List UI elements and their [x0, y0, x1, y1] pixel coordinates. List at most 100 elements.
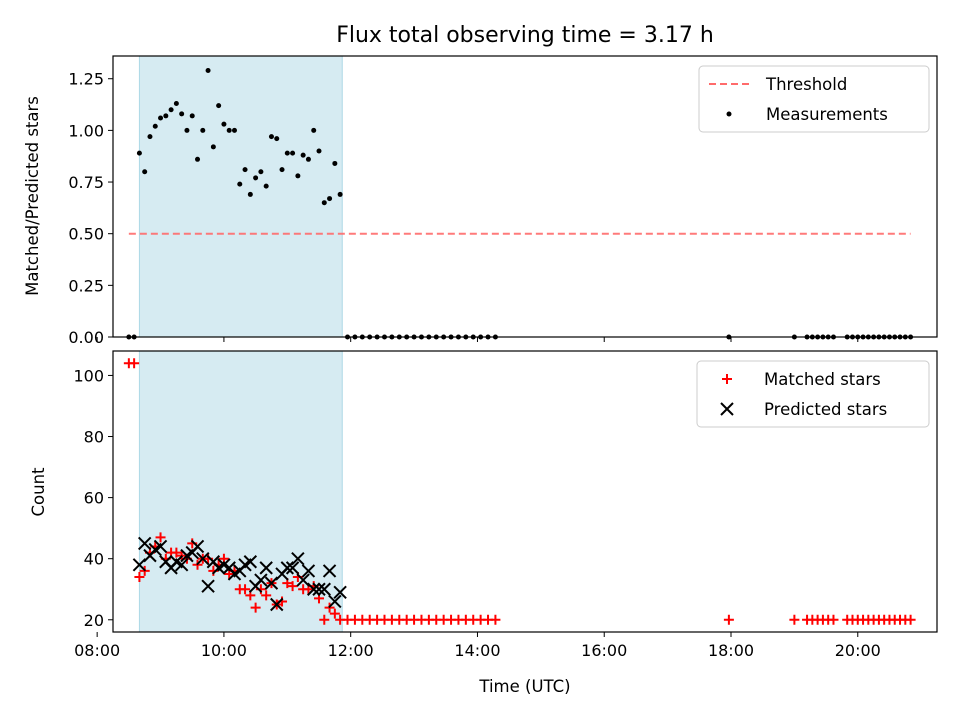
predicted-point	[190, 539, 205, 554]
predicted-point	[307, 582, 321, 596]
ratio-panel: 0.00 0.25 0.50 0.75 1.00 1.25 Threshold Measure…	[68, 55, 938, 347]
legend-box	[696, 360, 930, 428]
x-tick-label: 16:00	[581, 641, 627, 660]
measurement-point	[231, 127, 237, 133]
predicted-point	[153, 539, 168, 554]
matched-point	[789, 614, 800, 625]
legend-measurement-swatch	[726, 111, 732, 117]
matched-point	[129, 358, 140, 369]
measurement-point	[147, 134, 153, 140]
measurement-point	[263, 183, 269, 189]
measurement-point	[337, 191, 343, 197]
predicted-point	[291, 551, 305, 566]
matched-point	[171, 547, 182, 558]
measurement-point	[242, 167, 248, 173]
measurement-point	[279, 167, 285, 173]
predicted-point	[174, 558, 189, 572]
y-tick-label: 1.00	[68, 121, 104, 140]
count-panel: 08:00 10:00 12:00 14:00 16:00 18:00 20:00 20 40 6…	[73, 350, 938, 660]
axes-frame	[112, 55, 938, 338]
y-tick-label: 0.50	[68, 225, 104, 244]
matched-point	[155, 532, 166, 543]
predicted-point	[137, 536, 152, 551]
measurement-point	[210, 144, 216, 150]
predicted-point	[259, 561, 273, 575]
legend-box	[698, 65, 930, 133]
measurement-point	[158, 115, 164, 121]
measurement-point	[142, 169, 148, 175]
measurement-point	[321, 200, 327, 206]
series-predicted-stars	[132, 536, 347, 612]
y-tick-label: 80	[84, 428, 104, 447]
legend-label: Threshold	[765, 75, 847, 94]
measurement-point	[274, 136, 280, 142]
measurement-point	[268, 134, 274, 140]
legend-predicted-swatch	[720, 402, 734, 416]
matched-point	[240, 584, 251, 595]
measurement-point	[205, 67, 211, 73]
matched-point	[828, 614, 839, 625]
measurement-point	[332, 160, 338, 166]
y-tick-label: 0.75	[68, 173, 104, 192]
measurement-point	[284, 150, 290, 156]
count-y-axis-label: Count	[29, 467, 48, 517]
y-tick-label: 1.25	[68, 70, 104, 89]
predicted-point	[201, 579, 215, 593]
measurement-point	[179, 111, 185, 117]
matched-point	[723, 614, 734, 625]
predicted-point	[312, 582, 326, 596]
measurement-point	[200, 127, 206, 133]
matched-point	[490, 614, 501, 625]
y-tick-label: 40	[84, 550, 104, 569]
measurement-point	[216, 103, 222, 109]
predicted-point	[322, 564, 337, 578]
matched-point	[287, 581, 298, 592]
legend-label: Matched stars	[764, 370, 881, 389]
predicted-point	[243, 555, 258, 569]
x-tick-label: 08:00	[74, 641, 120, 660]
measurement-point	[290, 150, 296, 156]
measurement-point	[258, 169, 264, 175]
measurement-point	[305, 156, 311, 162]
measurement-point	[152, 123, 158, 129]
measurement-point	[163, 113, 169, 119]
predicted-point	[270, 597, 284, 612]
predicted-point	[328, 594, 342, 609]
matched-point	[134, 572, 145, 583]
measurement-point	[253, 175, 259, 181]
x-tick-label: 20:00	[835, 641, 881, 660]
matched-point	[261, 590, 272, 601]
matched-point	[250, 602, 261, 613]
y-tick-label: 20	[84, 611, 104, 630]
predicted-point	[196, 551, 210, 566]
measurement-point	[300, 152, 306, 158]
measurement-point	[136, 150, 142, 156]
x-axis-label: Time (UTC)	[478, 677, 570, 696]
x-tick-label: 18:00	[708, 641, 754, 660]
legend-label: Predicted stars	[764, 400, 887, 419]
measurement-point	[173, 101, 179, 107]
y-tick-label: 0.25	[68, 276, 104, 295]
measurement-point	[195, 156, 201, 162]
y-tick-label: 60	[84, 489, 104, 508]
legend: Threshold Measurements	[698, 65, 930, 133]
matched-point	[905, 614, 916, 625]
x-tick-label: 12:00	[328, 641, 374, 660]
y-tick-label: 100	[73, 366, 104, 385]
predicted-point	[333, 585, 347, 600]
measurement-point	[316, 148, 322, 154]
predicted-point	[254, 573, 268, 587]
measurement-point	[226, 127, 232, 133]
legend: Matched stars Predicted stars	[696, 360, 930, 428]
predicted-point	[285, 561, 300, 575]
matched-point	[319, 614, 330, 625]
measurement-point	[247, 191, 253, 197]
ratio-y-axis-label: Matched/Predicted stars	[23, 96, 42, 296]
legend-label: Measurements	[766, 105, 888, 124]
legend-matched-swatch	[722, 374, 732, 384]
measurement-point	[189, 113, 195, 119]
measurement-point	[295, 173, 301, 179]
observing-window-band	[138, 55, 343, 338]
measurement-point	[237, 181, 243, 187]
